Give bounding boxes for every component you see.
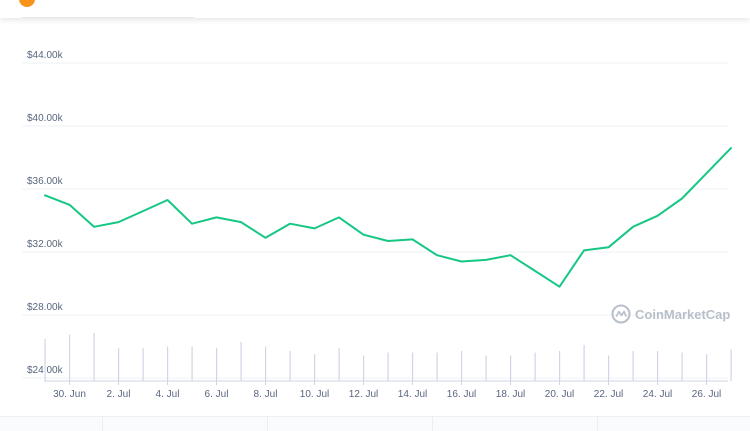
bitcoin-icon <box>19 0 35 7</box>
x-tick-label: 18. Jul <box>496 389 525 400</box>
volume-bar <box>608 355 610 381</box>
navigator-divider <box>432 417 433 431</box>
price-point[interactable] <box>509 254 512 256</box>
volume-bar <box>289 351 291 381</box>
y-tick-label: $40.00k <box>27 113 64 124</box>
x-tick-label: 2. Jul <box>107 389 131 400</box>
volume-bar <box>436 352 438 381</box>
volume-bar <box>69 334 71 381</box>
x-tick-label: 8. Jul <box>254 389 278 400</box>
volume-bar <box>387 352 389 381</box>
price-point[interactable] <box>656 215 659 217</box>
volume-bar <box>485 355 487 381</box>
y-tick-label: $32.00k <box>27 239 64 250</box>
price-point[interactable] <box>362 234 365 236</box>
price-point[interactable] <box>338 216 340 218</box>
price-point[interactable] <box>534 270 536 272</box>
price-point[interactable] <box>681 197 683 200</box>
x-tick-label: 4. Jul <box>156 389 180 400</box>
price-point[interactable] <box>387 240 389 242</box>
x-tick-label: 20. Jul <box>545 389 574 400</box>
x-tick-label: 16. Jul <box>447 389 476 400</box>
x-tick-label: 10. Jul <box>300 389 329 400</box>
volume-bars <box>44 333 732 381</box>
volume-bar <box>583 345 585 381</box>
volume-bar <box>265 346 267 381</box>
volume-bar <box>681 352 683 381</box>
x-tick-label: 30. Jun <box>53 389 86 400</box>
volume-bar <box>314 354 316 381</box>
navigator-divider <box>267 417 268 431</box>
price-point[interactable] <box>558 286 561 288</box>
volume-bar <box>461 351 463 381</box>
y-axis-ticks: $44.00k$40.00k$36.00k$32.00k$28.00k$24.0… <box>27 50 64 376</box>
price-point[interactable] <box>68 204 71 206</box>
price-point[interactable] <box>485 259 487 261</box>
volume-bar <box>191 346 193 381</box>
volume-bar <box>632 351 634 381</box>
price-point[interactable] <box>142 210 144 212</box>
x-tick-label: 12. Jul <box>349 389 378 400</box>
header-underline <box>22 17 194 18</box>
volume-bar <box>706 354 708 381</box>
price-point[interactable] <box>460 260 463 263</box>
volume-bar <box>510 355 512 381</box>
price-point[interactable] <box>44 194 46 196</box>
grid-lines <box>22 62 728 379</box>
x-tick-label: 14. Jul <box>398 389 427 400</box>
volume-bar <box>534 352 536 381</box>
volume-bar <box>559 351 561 381</box>
price-line[interactable] <box>44 147 732 288</box>
navigator-divider <box>102 417 103 431</box>
navigator-divider <box>597 417 598 431</box>
watermark: CoinMarketCap <box>611 304 730 324</box>
watermark-text: CoinMarketCap <box>635 307 730 322</box>
price-point[interactable] <box>730 147 732 149</box>
x-tick-label: 22. Jul <box>594 389 623 400</box>
volume-bar <box>240 342 242 381</box>
price-point[interactable] <box>583 249 585 252</box>
volume-bar <box>338 348 340 381</box>
volume-bar <box>730 349 732 381</box>
price-point[interactable] <box>240 221 242 223</box>
price-point[interactable] <box>264 237 267 239</box>
volume-bar <box>412 352 414 381</box>
x-axis-ticks: 30. Jun 2. Jul 4. Jul 6. Jul 8. Jul 10. Jul 12… <box>53 381 721 400</box>
volume-bar <box>44 339 46 381</box>
price-point[interactable] <box>166 199 169 201</box>
top-bar <box>0 0 750 18</box>
volume-bar <box>142 348 144 381</box>
price-point[interactable] <box>607 246 610 248</box>
y-tick-label: $36.00k <box>27 176 64 187</box>
volume-bar <box>216 348 218 381</box>
price-point[interactable] <box>215 216 218 218</box>
price-point[interactable] <box>705 172 708 174</box>
range-navigator[interactable] <box>0 416 750 431</box>
y-tick-label: $44.00k <box>27 50 64 61</box>
price-point[interactable] <box>436 254 438 256</box>
x-tick-label: 24. Jul <box>643 389 672 400</box>
price-point[interactable] <box>117 221 120 223</box>
price-point[interactable] <box>191 223 193 225</box>
price-point[interactable] <box>313 227 316 229</box>
x-tick-label: 26. Jul <box>692 389 721 400</box>
price-point[interactable] <box>632 226 634 228</box>
y-tick-label: $28.00k <box>27 302 64 313</box>
volume-bar <box>363 355 365 381</box>
price-series[interactable] <box>44 147 732 288</box>
price-point[interactable] <box>93 226 95 228</box>
volume-bar <box>118 348 120 381</box>
volume-bar <box>657 351 659 381</box>
price-point[interactable] <box>289 223 291 225</box>
volume-bar <box>93 333 95 381</box>
price-point[interactable] <box>411 238 414 241</box>
coinmarketcap-logo-icon <box>611 304 631 324</box>
x-tick-label: 6. Jul <box>205 389 229 400</box>
volume-bar <box>167 346 169 381</box>
